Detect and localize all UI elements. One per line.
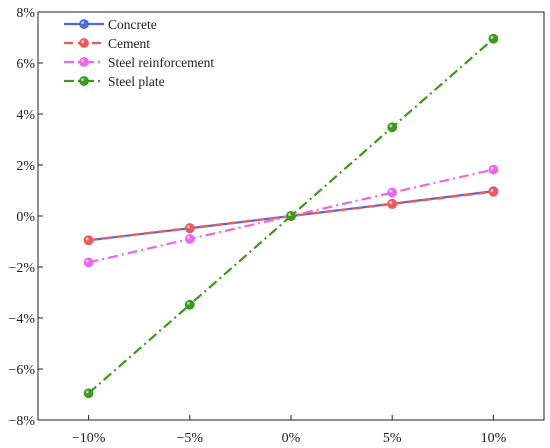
y-tick-label: 8% bbox=[16, 6, 35, 21]
data-point bbox=[387, 187, 398, 198]
data-point bbox=[488, 164, 499, 175]
data-point bbox=[488, 186, 499, 197]
legend-marker bbox=[79, 76, 89, 86]
x-axis: −10% −5% 0% 5% 10% bbox=[72, 415, 507, 446]
marker-highlight bbox=[389, 124, 393, 128]
legend-label: Cement bbox=[108, 36, 150, 51]
marker-fill bbox=[79, 76, 89, 86]
marker-highlight bbox=[288, 213, 292, 217]
legend-marker bbox=[79, 57, 89, 67]
marker-highlight bbox=[81, 40, 85, 44]
x-tick-label: 0% bbox=[282, 431, 301, 446]
legend-label: Steel plate bbox=[108, 74, 165, 89]
marker-fill bbox=[184, 223, 195, 233]
y-axis: −8% −6% −4% −2% 0% 2% 4% 6% 8% bbox=[8, 6, 43, 429]
x-tick-label: 10% bbox=[481, 431, 507, 446]
marker-highlight bbox=[81, 21, 85, 25]
marker-fill bbox=[79, 19, 89, 29]
marker-highlight bbox=[85, 237, 89, 241]
marker-highlight bbox=[186, 225, 190, 229]
data-point bbox=[184, 299, 195, 310]
marker-fill bbox=[387, 122, 398, 133]
legend-item: Cement bbox=[64, 36, 150, 51]
y-tick-label: 4% bbox=[16, 108, 35, 123]
marker-highlight bbox=[490, 188, 494, 192]
data-point bbox=[83, 235, 94, 246]
marker-highlight bbox=[81, 59, 85, 63]
marker-fill bbox=[286, 211, 296, 221]
legend-marker bbox=[79, 19, 89, 29]
data-point bbox=[83, 257, 94, 268]
data-point bbox=[83, 388, 94, 399]
legend-item: Steel reinforcement bbox=[64, 55, 214, 70]
marker-highlight bbox=[186, 236, 190, 240]
marker-highlight bbox=[490, 166, 494, 170]
marker-fill bbox=[488, 186, 499, 197]
data-point bbox=[387, 199, 398, 209]
data-point bbox=[488, 33, 499, 44]
y-tick-label: 0% bbox=[16, 210, 35, 225]
marker-highlight bbox=[85, 259, 89, 263]
x-tick-label: −5% bbox=[177, 431, 204, 446]
marker-fill bbox=[488, 33, 499, 44]
series-steel-plate bbox=[83, 33, 499, 399]
legend-label: Concrete bbox=[108, 17, 157, 32]
legend-item: Concrete bbox=[64, 17, 157, 32]
marker-fill bbox=[387, 187, 398, 198]
y-tick-label: −2% bbox=[8, 261, 35, 276]
marker-fill bbox=[79, 38, 89, 48]
marker-highlight bbox=[186, 301, 190, 305]
y-tick-label: 6% bbox=[16, 57, 35, 72]
marker-fill bbox=[83, 257, 94, 268]
y-tick-label: −4% bbox=[8, 312, 35, 327]
marker-fill bbox=[83, 235, 94, 246]
data-point bbox=[184, 223, 195, 233]
y-tick-label: −6% bbox=[8, 363, 35, 378]
legend-label: Steel reinforcement bbox=[108, 55, 214, 70]
marker-fill bbox=[83, 388, 94, 399]
legend: Concrete Cement Steel reinforcement Steel p… bbox=[64, 17, 214, 89]
y-tick-label: 2% bbox=[16, 159, 35, 174]
marker-fill bbox=[387, 199, 398, 209]
marker-highlight bbox=[81, 78, 85, 82]
marker-highlight bbox=[490, 35, 494, 39]
y-tick-label: −8% bbox=[8, 414, 35, 429]
marker-highlight bbox=[389, 189, 393, 193]
marker-fill bbox=[488, 164, 499, 175]
marker-highlight bbox=[85, 390, 89, 394]
data-point bbox=[387, 122, 398, 133]
data-point bbox=[184, 234, 195, 244]
marker-fill bbox=[79, 57, 89, 67]
marker-fill bbox=[184, 234, 195, 244]
marker-fill bbox=[184, 299, 195, 310]
x-tick-label: 5% bbox=[383, 431, 402, 446]
data-point bbox=[286, 211, 296, 221]
legend-marker bbox=[79, 38, 89, 48]
legend-item: Steel plate bbox=[64, 74, 165, 89]
series-layer bbox=[83, 33, 499, 399]
x-tick-label: −10% bbox=[72, 431, 106, 446]
marker-highlight bbox=[389, 201, 393, 205]
